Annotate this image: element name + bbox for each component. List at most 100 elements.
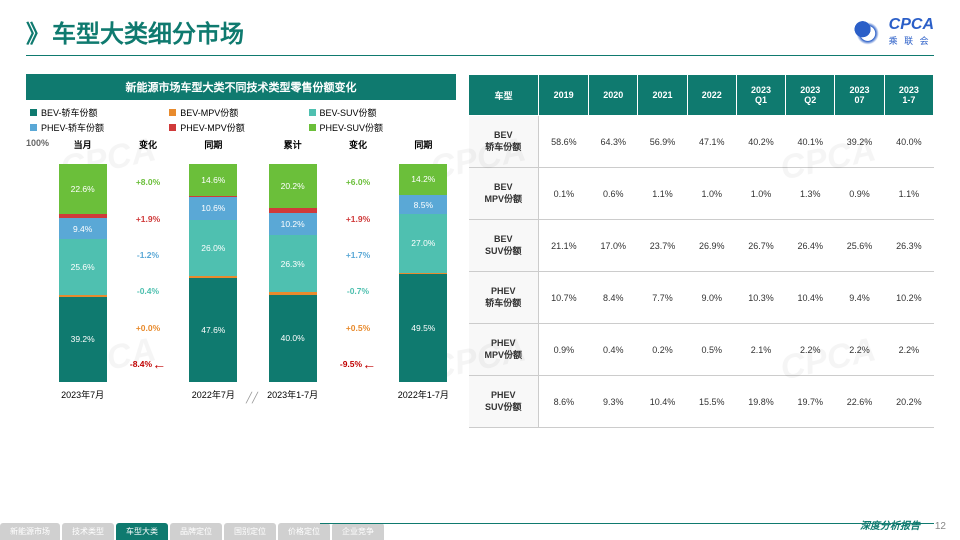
- table-cell: PHEVSUV份额: [469, 376, 539, 428]
- table-cell: 2.2%: [786, 324, 835, 376]
- table-cell: 10.4%: [786, 272, 835, 324]
- stacked-bar: 39.2%25.6%9.4%22.6%: [59, 164, 107, 382]
- table-cell: PHEV轿车份额: [469, 272, 539, 324]
- footer-tab[interactable]: 国别定位: [224, 523, 276, 540]
- table-cell: 40.1%: [786, 116, 835, 168]
- footer-tab[interactable]: 技术类型: [62, 523, 114, 540]
- data-table-panel: 车型20192020202120222023Q12023Q22023072023…: [468, 74, 934, 428]
- table-cell: 25.6%: [835, 220, 884, 272]
- footer-divider: [320, 523, 934, 524]
- chart-legend: BEV-轿车份额BEV-MPV份额BEV-SUV份额PHEV-轿车份额PHEV-…: [26, 100, 456, 138]
- table-cell: 7.7%: [638, 272, 687, 324]
- changes-column: -8.4%←+0.0%-0.4%-1.2%+1.9%+8.0%: [115, 164, 180, 382]
- col-header: 累计: [260, 138, 325, 152]
- table-cell: 40.2%: [736, 116, 785, 168]
- table-cell: 2.2%: [884, 324, 933, 376]
- bar-segment: 9.4%: [59, 218, 107, 238]
- change-value: -8.4%←: [130, 346, 166, 382]
- bar-segment: 20.2%: [269, 164, 317, 208]
- chevron-icon: 》: [26, 14, 44, 49]
- bar-segment: 47.6%: [189, 278, 237, 382]
- axis-break: ╱╱: [246, 393, 260, 404]
- legend-label: BEV-MPV份额: [180, 106, 238, 119]
- group-header: 累计 变化 同期: [260, 138, 456, 152]
- table-cell: 9.3%: [589, 376, 638, 428]
- bar-segment: 22.6%: [59, 164, 107, 213]
- table-cell: 0.9%: [539, 324, 589, 376]
- legend-label: BEV-SUV份额: [320, 106, 377, 119]
- table-cell: 15.5%: [687, 376, 736, 428]
- table-cell: 26.9%: [687, 220, 736, 272]
- table-cell: 22.6%: [835, 376, 884, 428]
- table-cell: 0.2%: [638, 324, 687, 376]
- table-row: PHEV轿车份额10.7%8.4%7.7%9.0%10.3%10.4%9.4%1…: [469, 272, 934, 324]
- bar-segment: 40.0%: [269, 295, 317, 382]
- table-cell: 19.7%: [786, 376, 835, 428]
- legend-item: PHEV-MPV份额: [169, 121, 308, 134]
- page-number: 12: [935, 521, 946, 532]
- change-value: +1.9%: [346, 200, 370, 236]
- stacked-bar: 40.0%26.3%10.2%20.2%: [269, 164, 317, 382]
- chart-area: 100% 当月 变化 同期 39.2%25.6%9.4%22.6% -8.4%←…: [26, 138, 456, 418]
- changes-column: -9.5%←+0.5%-0.7%+1.7%+1.9%+6.0%: [325, 164, 390, 382]
- legend-swatch: [30, 124, 37, 131]
- table-cell: 40.0%: [884, 116, 933, 168]
- x-label: 2022年1-7月: [391, 388, 456, 401]
- table-cell: 0.5%: [687, 324, 736, 376]
- legend-swatch: [169, 109, 176, 116]
- table-header: 202307: [835, 75, 884, 116]
- data-table: 车型20192020202120222023Q12023Q22023072023…: [468, 74, 934, 428]
- legend-item: PHEV-SUV份额: [309, 121, 448, 134]
- table-cell: 0.9%: [835, 168, 884, 220]
- change-value: +0.0%: [136, 309, 160, 345]
- bar-segment: 27.0%: [399, 214, 447, 273]
- table-cell: 26.3%: [884, 220, 933, 272]
- bar-segment: 14.6%: [189, 164, 237, 196]
- legend-label: PHEV-SUV份额: [320, 121, 384, 134]
- table-cell: BEVSUV份额: [469, 220, 539, 272]
- legend-item: BEV-SUV份额: [309, 106, 448, 119]
- table-row: BEVSUV份额21.1%17.0%23.7%26.9%26.7%26.4%25…: [469, 220, 934, 272]
- table-header: 2020: [589, 75, 638, 116]
- table-cell: 2.1%: [736, 324, 785, 376]
- table-cell: 26.7%: [736, 220, 785, 272]
- bar-segment: 26.0%: [189, 220, 237, 277]
- chart-panel: 新能源市场车型大类不同技术类型零售份额变化 BEV-轿车份额 BEV-MPV份额 B…: [26, 74, 456, 428]
- footer-tab[interactable]: 企业竞争: [332, 523, 384, 540]
- legend-label: BEV-轿车份额: [41, 106, 98, 119]
- table-cell: 1.1%: [884, 168, 933, 220]
- footer-tab[interactable]: 新能源市场: [0, 523, 60, 540]
- col-header: 当月: [50, 138, 115, 152]
- change-value: -0.4%: [137, 273, 159, 309]
- change-value: -9.5%←: [340, 346, 376, 382]
- bar-segment: 8.5%: [399, 195, 447, 214]
- footer-text: 深度分析报告: [860, 517, 920, 532]
- change-value: +1.7%: [346, 237, 370, 273]
- footer-tab[interactable]: 品牌定位: [170, 523, 222, 540]
- chart-title: 新能源市场车型大类不同技术类型零售份额变化: [26, 74, 456, 100]
- table-cell: 58.6%: [539, 116, 589, 168]
- table-cell: 8.6%: [539, 376, 589, 428]
- table-cell: 9.0%: [687, 272, 736, 324]
- table-cell: 9.4%: [835, 272, 884, 324]
- table-header: 车型: [469, 75, 539, 116]
- table-cell: 26.4%: [786, 220, 835, 272]
- legend-swatch: [309, 109, 316, 116]
- table-cell: 20.2%: [884, 376, 933, 428]
- footer-tab[interactable]: 车型大类: [116, 523, 168, 540]
- table-cell: 8.4%: [589, 272, 638, 324]
- table-cell: 1.3%: [786, 168, 835, 220]
- table-cell: PHEVMPV份额: [469, 324, 539, 376]
- table-header: 2019: [539, 75, 589, 116]
- table-cell: BEV轿车份额: [469, 116, 539, 168]
- change-value: +8.0%: [136, 164, 160, 200]
- logo-text-bottom: 乘 联 会: [889, 34, 934, 47]
- footer-tab[interactable]: 价格定位: [278, 523, 330, 540]
- legend-swatch: [309, 124, 316, 131]
- table-cell: 10.4%: [638, 376, 687, 428]
- table-cell: 47.1%: [687, 116, 736, 168]
- table-header: 20231-7: [884, 75, 933, 116]
- table-cell: 23.7%: [638, 220, 687, 272]
- footer-tabs: 新能源市场技术类型车型大类品牌定位国别定位价格定位企业竞争: [0, 523, 386, 540]
- logo: CPCA 乘 联 会: [849, 16, 934, 47]
